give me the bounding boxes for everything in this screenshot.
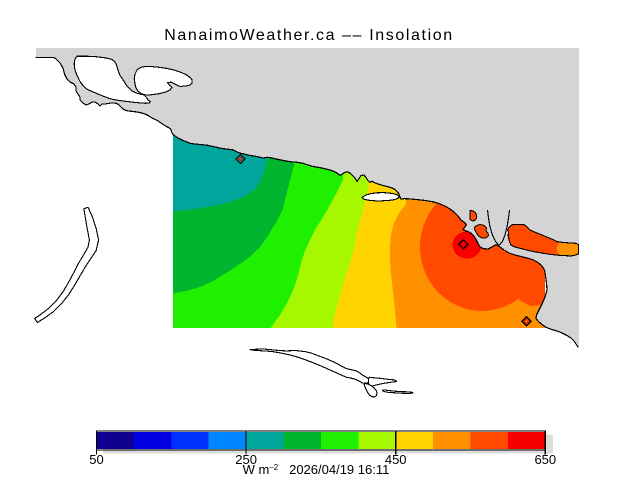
svg-text:50: 50 bbox=[89, 452, 103, 467]
svg-text:NanaimoWeather.ca –– Insolatio: NanaimoWeather.ca –– Insolation bbox=[164, 27, 453, 44]
svg-text:450: 450 bbox=[385, 452, 407, 467]
svg-text:650: 650 bbox=[534, 452, 556, 467]
svg-text:250: 250 bbox=[235, 452, 257, 467]
svg-text:W m–2 2026/04/19 16:11: W m–2 2026/04/19 16:11 bbox=[243, 462, 390, 477]
